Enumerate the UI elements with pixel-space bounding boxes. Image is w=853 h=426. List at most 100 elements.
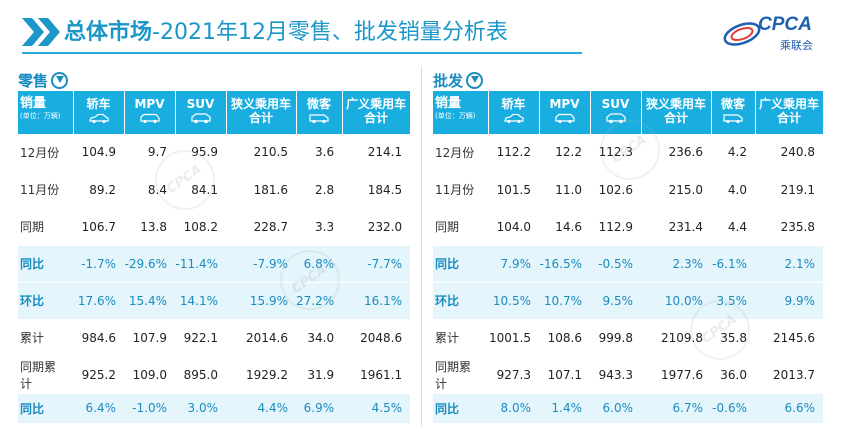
- row-label: 同比: [433, 245, 488, 283]
- column-header: 广义乘用车 合计: [342, 91, 411, 134]
- table-cell: 922.1: [175, 319, 226, 357]
- table-cell: 6.8%: [296, 245, 343, 283]
- row-label: 同期累计: [18, 356, 73, 394]
- table-cell: 35.8: [711, 319, 755, 357]
- table-cell: 17.6%: [73, 282, 124, 320]
- table-row: 同比 -1.7% -29.6% -11.4% -7.9% 6.8% -7.7%: [18, 245, 411, 283]
- table-cell: 4.2: [711, 134, 755, 172]
- table-cell: 4.4: [711, 208, 755, 246]
- table-cell: 107.9: [124, 319, 175, 357]
- table-cell: -0.6%: [711, 393, 755, 424]
- column-header: 微客: [711, 91, 756, 134]
- table-cell: 9.7: [124, 134, 175, 172]
- table-cell: 101.5: [488, 171, 539, 209]
- table-cell: 927.3: [488, 356, 539, 394]
- table-row: 同期累计 925.2 109.0 895.0 1929.2 31.9 1961.1: [18, 356, 411, 394]
- table-cell: 2.8: [296, 171, 343, 209]
- row-label: 11月份: [18, 171, 73, 209]
- row-label: 同期累计: [433, 356, 488, 394]
- column-header-label: MPV: [134, 97, 165, 111]
- table-row: 同比 7.9% -16.5% -0.5% 2.3% -6.1% 2.1%: [433, 245, 823, 283]
- table-cell: 15.9%: [226, 282, 296, 320]
- row-label: 同期: [18, 208, 73, 246]
- retail-label: 零售: [18, 72, 49, 90]
- table-cell: 112.2: [488, 134, 539, 172]
- row-label: 环比: [433, 282, 488, 320]
- table-cell: 10.0%: [641, 282, 711, 320]
- column-header-label: 广义乘用车: [346, 97, 407, 111]
- table-cell: 112.9: [590, 208, 641, 246]
- table-cell: 89.2: [73, 171, 124, 209]
- table-cell: 1001.5: [488, 319, 539, 357]
- table-cell: 6.9%: [296, 393, 343, 424]
- table-cell: 1961.1: [342, 356, 411, 394]
- table-cell: 925.2: [73, 356, 124, 394]
- column-header-label: 合计: [364, 111, 389, 125]
- table-cell: 1977.6: [641, 356, 711, 394]
- table-cell: 6.7%: [641, 393, 711, 424]
- table-cell: -6.1%: [711, 245, 755, 283]
- table-cell: 235.8: [755, 208, 823, 246]
- table-cell: 2.3%: [641, 245, 711, 283]
- column-header: 轿车: [73, 91, 125, 134]
- table-cell: 11.0: [539, 171, 590, 209]
- table-cell: 181.6: [226, 171, 296, 209]
- row-label: 同比: [18, 245, 73, 283]
- column-header-label: 合计: [663, 111, 688, 125]
- wholesale-label: 批发: [433, 72, 464, 90]
- table-cell: 10.7%: [539, 282, 590, 320]
- column-header-label: 广义乘用车: [758, 97, 819, 111]
- table-cell: 984.6: [73, 319, 124, 357]
- table-cell: 943.3: [590, 356, 641, 394]
- page-title-bold: 总体市场: [64, 20, 153, 45]
- column-header: 广义乘用车 合计: [755, 91, 824, 134]
- table-cell: 6.0%: [590, 393, 641, 424]
- table-cell: -11.4%: [175, 245, 226, 283]
- table-cell: 6.4%: [73, 393, 124, 424]
- double-chevron-icon: [22, 18, 60, 46]
- table-cell: 104.9: [73, 134, 124, 172]
- column-header-label: 狭义乘用车: [230, 97, 291, 111]
- table-cell: 34.0: [296, 319, 343, 357]
- row-label: 环比: [18, 282, 73, 320]
- table-row: 11月份 89.2 8.4 84.1 181.6 2.8 184.5: [18, 171, 411, 209]
- page-title-rest: -2021年12月零售、批发销量分析表: [152, 20, 508, 45]
- table-header-row: 销量 (单位：万辆) 轿车 MPV SUV 狭义乘用车 合计 微客 广义乘用车 合计: [18, 91, 411, 134]
- mpv-icon: [125, 113, 175, 124]
- table-cell: 15.4%: [124, 282, 175, 320]
- table-cell: 112.3: [590, 134, 641, 172]
- wholesale-table: 销量 (单位：万辆) 轿车 MPV SUV 狭义乘用车 合计 微客 广义乘用车 合计 12月份 112…: [433, 91, 824, 424]
- table-cell: 12.2: [539, 134, 590, 172]
- section-divider: [421, 66, 422, 426]
- table-row: 同比 6.4% -1.0% 3.0% 4.4% 6.9% 4.5%: [18, 393, 411, 424]
- column-header-label: 合计: [776, 111, 801, 125]
- row-label: 11月份: [433, 171, 488, 209]
- column-header-label: 销量: [435, 96, 462, 111]
- row-label: 累计: [433, 319, 488, 357]
- table-cell: 2145.6: [755, 319, 823, 357]
- table-cell: 16.1%: [342, 282, 411, 320]
- table-cell: 104.0: [488, 208, 539, 246]
- minivan-icon: [712, 113, 755, 124]
- row-label: 累计: [18, 319, 73, 357]
- table-row: 12月份 112.2 12.2 112.3 236.6 4.2 240.8: [433, 134, 823, 172]
- table-header-row: 销量 (单位：万辆) 轿车 MPV SUV 狭义乘用车 合计 微客 广义乘用车 合计: [433, 91, 824, 134]
- row-label: 同比: [18, 393, 73, 424]
- table-cell: 3.6: [296, 134, 343, 172]
- down-arrow-circle-icon: [51, 72, 69, 89]
- cpca-logo: CPCA 乘联会: [720, 10, 830, 54]
- table-cell: 236.6: [641, 134, 711, 172]
- table-row: 同期 104.0 14.6 112.9 231.4 4.4 235.8: [433, 208, 823, 246]
- column-header-label: 轿车: [501, 97, 526, 111]
- table-cell: 108.6: [539, 319, 590, 357]
- table-cell: 14.6: [539, 208, 590, 246]
- table-row: 12月份 104.9 9.7 95.9 210.5 3.6 214.1: [18, 134, 411, 172]
- mpv-icon: [540, 113, 590, 124]
- row-label: 12月份: [433, 134, 488, 172]
- table-cell: 14.1%: [175, 282, 226, 320]
- table-row: 同期累计 927.3 107.1 943.3 1977.6 36.0 2013.7: [433, 356, 823, 394]
- table-cell: 240.8: [755, 134, 823, 172]
- column-header-label: MPV: [549, 97, 580, 111]
- table-cell: 231.4: [641, 208, 711, 246]
- column-header: 狭义乘用车 合计: [226, 91, 297, 134]
